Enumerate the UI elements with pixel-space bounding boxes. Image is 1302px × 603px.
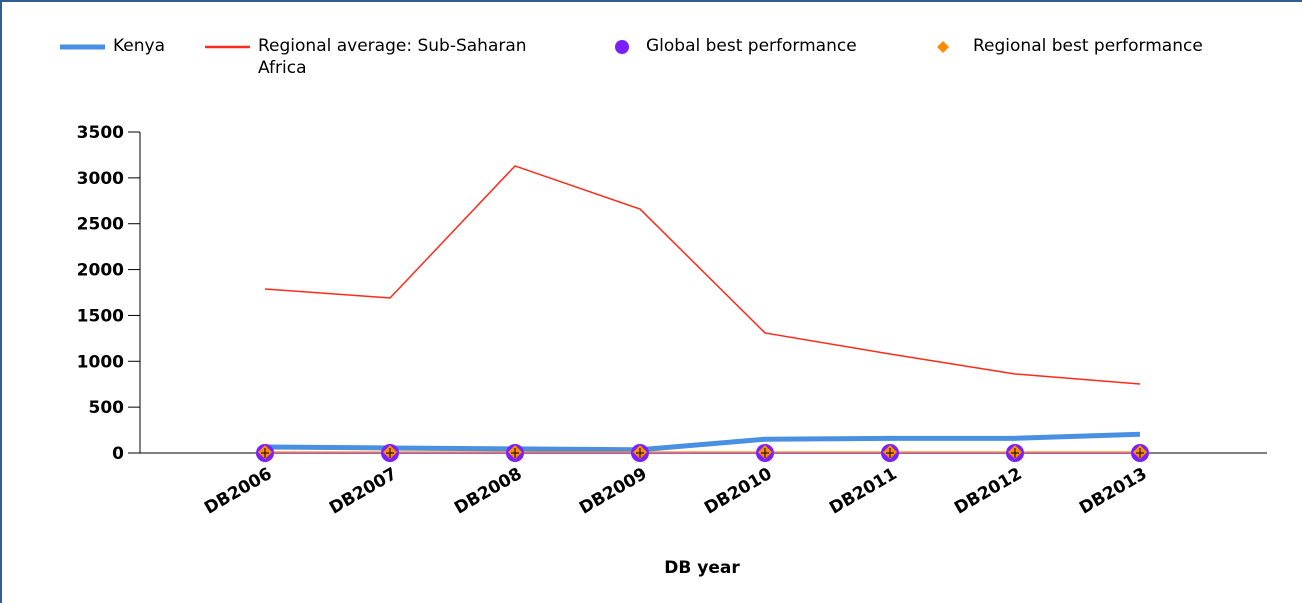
x-tick-label: DB2013 [1076,464,1150,519]
legend-label: Global best performance [646,36,857,56]
point-cross [886,448,894,458]
y-tick-label: 500 [89,398,125,418]
x-tick-label: DB2011 [826,464,900,519]
x-tick-label: DB2006 [201,464,275,519]
y-tick-label: 2000 [77,261,124,281]
series-line [264,431,1141,453]
legend-label: Regional best performance [973,36,1203,56]
y-tick-label: 2500 [77,215,124,235]
x-tick-label: DB2007 [326,464,400,519]
point-cross [511,448,519,458]
x-tick-label: DB2010 [701,464,776,519]
x-tick-label: DB2008 [451,464,525,519]
x-tick-label: DB2009 [576,464,650,519]
y-tick-label: 1500 [77,306,124,326]
point-cross [761,448,769,458]
point-cross [1011,448,1019,458]
x-tick-label: DB2012 [951,464,1025,519]
point-cross [636,448,644,458]
series-line [264,165,1141,385]
y-tick-label: 3500 [77,123,124,143]
point-cross [386,448,394,458]
x-axis-title: DB year [664,558,740,578]
point-cross [261,448,269,458]
y-tick-label: 0 [112,444,124,464]
y-tick-label: 3000 [77,169,124,189]
legend-label: Kenya [113,36,166,56]
legend-marker [615,40,629,54]
legend-marker [937,41,949,53]
legend-label: Regional average: Sub-Saharan Africa [258,36,527,78]
point-cross [1136,448,1144,458]
y-tick-label: 1000 [77,352,124,372]
